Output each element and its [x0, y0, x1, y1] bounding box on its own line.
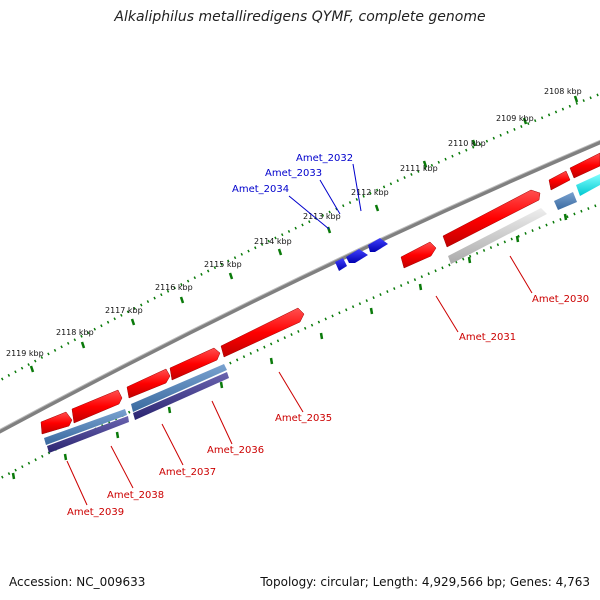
inner-scale-arc — [0, 202, 600, 480]
gene-amet-2035[interactable] — [220, 307, 305, 358]
label-amet-2036[interactable]: Amet_2036 — [207, 445, 264, 456]
scale-label-2110: 2110 kbp — [448, 139, 486, 148]
scale-label-2115: 2115 kbp — [204, 260, 242, 269]
map-title: Alkaliphilus metalliredigens QYMF, compl… — [114, 9, 486, 25]
scale-label-2114: 2114 kbp — [254, 237, 292, 246]
reverse-gene-labels: Amet_2030 Amet_2031 Amet_2035 Amet_2036 … — [67, 294, 589, 518]
gene-amet-2030-grey[interactable] — [448, 208, 547, 264]
gene-navy-2038[interactable] — [47, 416, 129, 453]
gene-navy-2036[interactable] — [133, 372, 229, 420]
gene-amet-2030-red[interactable] — [442, 189, 541, 248]
label-amet-2038[interactable]: Amet_2038 — [107, 490, 164, 501]
gene-amet-2039[interactable] — [40, 411, 73, 435]
gene-amet-2029[interactable] — [548, 170, 571, 191]
label-amet-2031[interactable]: Amet_2031 — [459, 332, 516, 343]
genome-backbone — [0, 140, 600, 434]
outer-major-ticks — [29, 95, 579, 373]
scale-label-2113: 2113 kbp — [303, 212, 341, 221]
gene-steel-2038[interactable] — [44, 409, 127, 445]
forward-genes[interactable] — [335, 238, 388, 271]
genome-summary-text: Topology: circular; Length: 4,929,566 bp… — [260, 575, 590, 589]
label-amet-2039[interactable]: Amet_2039 — [67, 507, 124, 518]
label-amet-2034[interactable]: Amet_2034 — [232, 184, 289, 195]
red-genes[interactable] — [40, 152, 600, 435]
scale-label-2112: 2112 kbp — [351, 188, 389, 197]
scale-label-2111: 2111 kbp — [400, 164, 438, 173]
reverse-leader-lines — [66, 255, 533, 506]
label-amet-2033[interactable]: Amet_2033 — [265, 168, 322, 179]
other-genes[interactable] — [44, 174, 600, 453]
gene-amet-2038[interactable] — [71, 389, 123, 424]
gene-amet-2031-red[interactable] — [400, 241, 437, 269]
gene-steel-2036[interactable] — [131, 364, 227, 412]
gene-amet-2037[interactable] — [126, 368, 171, 399]
scale-label-2109: 2109 kbp — [496, 114, 534, 123]
gene-amet-2032[interactable] — [368, 238, 388, 252]
gene-cyan[interactable] — [576, 174, 600, 196]
scale-label-2116: 2116 kbp — [155, 283, 193, 292]
label-amet-2030[interactable]: Amet_2030 — [532, 294, 589, 305]
scale-label-2117: 2117 kbp — [105, 306, 143, 315]
gene-amet-2034[interactable] — [335, 258, 347, 271]
label-amet-2032[interactable]: Amet_2032 — [296, 153, 353, 164]
outer-scale-arc — [0, 92, 600, 382]
gene-amet-2033[interactable] — [346, 249, 368, 263]
label-amet-2035[interactable]: Amet_2035 — [275, 413, 332, 424]
scale-label-2118: 2118 kbp — [56, 328, 94, 337]
scale-label-2108: 2108 kbp — [544, 87, 582, 96]
scale-label-2119: 2119 kbp — [6, 349, 44, 358]
forward-gene-labels: Amet_2032 Amet_2033 Amet_2034 — [232, 153, 353, 195]
label-amet-2037[interactable]: Amet_2037 — [159, 467, 216, 478]
accession-text: Accession: NC_009633 — [9, 575, 146, 589]
gene-steel-2029[interactable] — [554, 192, 577, 210]
gene-amet-2028[interactable] — [569, 152, 600, 179]
gene-amet-2036[interactable] — [169, 347, 221, 381]
inner-major-ticks — [11, 213, 568, 480]
genome-backbone-highlight — [0, 139, 600, 430]
forward-leader-lines — [288, 163, 362, 230]
